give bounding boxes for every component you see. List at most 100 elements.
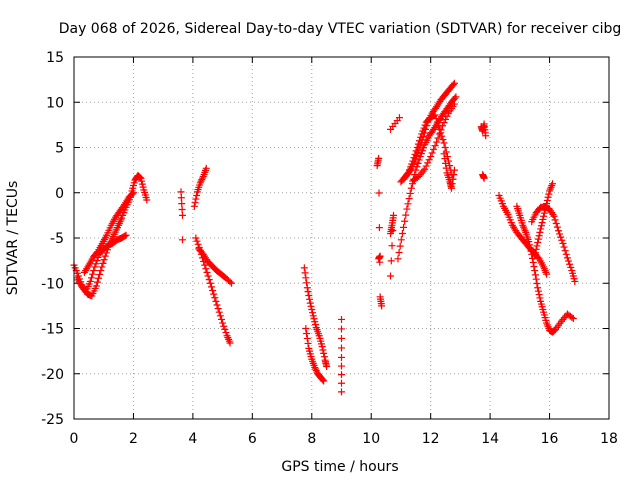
data-point — [212, 297, 220, 305]
data-point — [209, 286, 217, 294]
data-point — [397, 236, 405, 244]
data-point — [217, 315, 225, 323]
data-point — [408, 160, 416, 168]
data-point — [98, 263, 106, 271]
x-tick-label: 10 — [362, 431, 380, 447]
data-point — [308, 305, 316, 313]
data-point — [414, 159, 422, 167]
data-point — [525, 238, 533, 246]
series-arc-8a — [495, 191, 551, 278]
data-point — [447, 184, 455, 192]
data-point — [531, 267, 539, 275]
data-point — [338, 371, 345, 379]
data-point — [406, 189, 414, 197]
data-point — [441, 155, 449, 163]
data-point — [303, 279, 311, 287]
data-point — [139, 183, 147, 191]
x-tick-label: 0 — [70, 431, 79, 447]
data-point — [407, 184, 415, 192]
data-point — [311, 363, 319, 371]
data-point — [338, 334, 345, 342]
data-point — [96, 270, 104, 278]
data-point — [375, 154, 383, 162]
data-point — [420, 144, 428, 152]
data-point — [398, 229, 406, 237]
data-point — [412, 166, 420, 174]
data-point — [543, 200, 551, 208]
data-point — [193, 191, 201, 199]
data-point — [450, 79, 458, 87]
data-point — [431, 111, 439, 119]
data-point — [414, 140, 422, 148]
data-point — [323, 363, 331, 371]
data-point — [534, 235, 542, 243]
data-point — [213, 301, 221, 309]
data-point — [338, 353, 345, 361]
data-point — [202, 164, 210, 172]
data-point — [92, 282, 100, 290]
data-point — [310, 315, 318, 323]
data-point — [551, 216, 559, 224]
x-tick-label: 6 — [248, 431, 257, 447]
series-arc-4a — [300, 264, 331, 371]
data-point — [198, 176, 206, 184]
x-tick-label: 8 — [307, 431, 316, 447]
y-tick-label: 0 — [55, 186, 64, 202]
data-point — [451, 94, 459, 102]
data-point — [433, 138, 441, 146]
data-point — [449, 81, 457, 89]
data-point — [143, 196, 151, 204]
data-point — [450, 171, 458, 179]
data-point — [320, 377, 328, 385]
data-point — [226, 339, 234, 347]
data-point — [430, 145, 438, 153]
y-tick-label: 10 — [46, 95, 64, 111]
data-point — [531, 271, 539, 279]
data-point — [432, 115, 440, 123]
data-point — [448, 180, 456, 188]
data-point — [415, 156, 423, 164]
data-point — [93, 278, 101, 286]
data-point — [403, 205, 411, 213]
y-tick-label: -25 — [41, 412, 64, 428]
data-point — [307, 302, 315, 310]
data-point — [99, 259, 107, 267]
data-point — [416, 137, 424, 145]
data-point — [207, 283, 215, 291]
data-point — [193, 237, 201, 245]
data-point — [417, 150, 425, 158]
data-point — [412, 147, 420, 155]
data-point — [410, 154, 418, 162]
data-point — [300, 264, 308, 272]
data-point — [413, 144, 421, 151]
data-point — [203, 268, 211, 276]
data-point — [543, 196, 551, 204]
data-point — [389, 227, 397, 235]
data-point — [311, 365, 319, 373]
series-arc-1a — [70, 193, 134, 300]
data-point — [97, 267, 105, 275]
data-point — [178, 200, 186, 208]
data-point — [404, 169, 412, 177]
data-point — [303, 329, 311, 337]
data-point — [395, 248, 403, 256]
data-point — [194, 240, 202, 248]
data-point — [210, 290, 218, 298]
x-tick-label: 16 — [541, 431, 559, 447]
data-point — [419, 127, 427, 135]
data-point — [428, 149, 436, 157]
series-arc-7a — [477, 120, 490, 140]
data-point — [534, 287, 542, 295]
data-point — [177, 188, 185, 196]
data-point — [309, 309, 317, 317]
data-point — [387, 257, 395, 265]
data-point — [537, 222, 545, 230]
data-point — [417, 133, 425, 141]
data-point — [534, 239, 542, 247]
data-point — [89, 270, 97, 278]
y-axis-label: SDTVAR / TECUs — [5, 181, 21, 296]
data-point — [375, 224, 383, 232]
data-point — [421, 165, 429, 173]
data-point — [338, 379, 345, 387]
data-point — [404, 200, 412, 208]
